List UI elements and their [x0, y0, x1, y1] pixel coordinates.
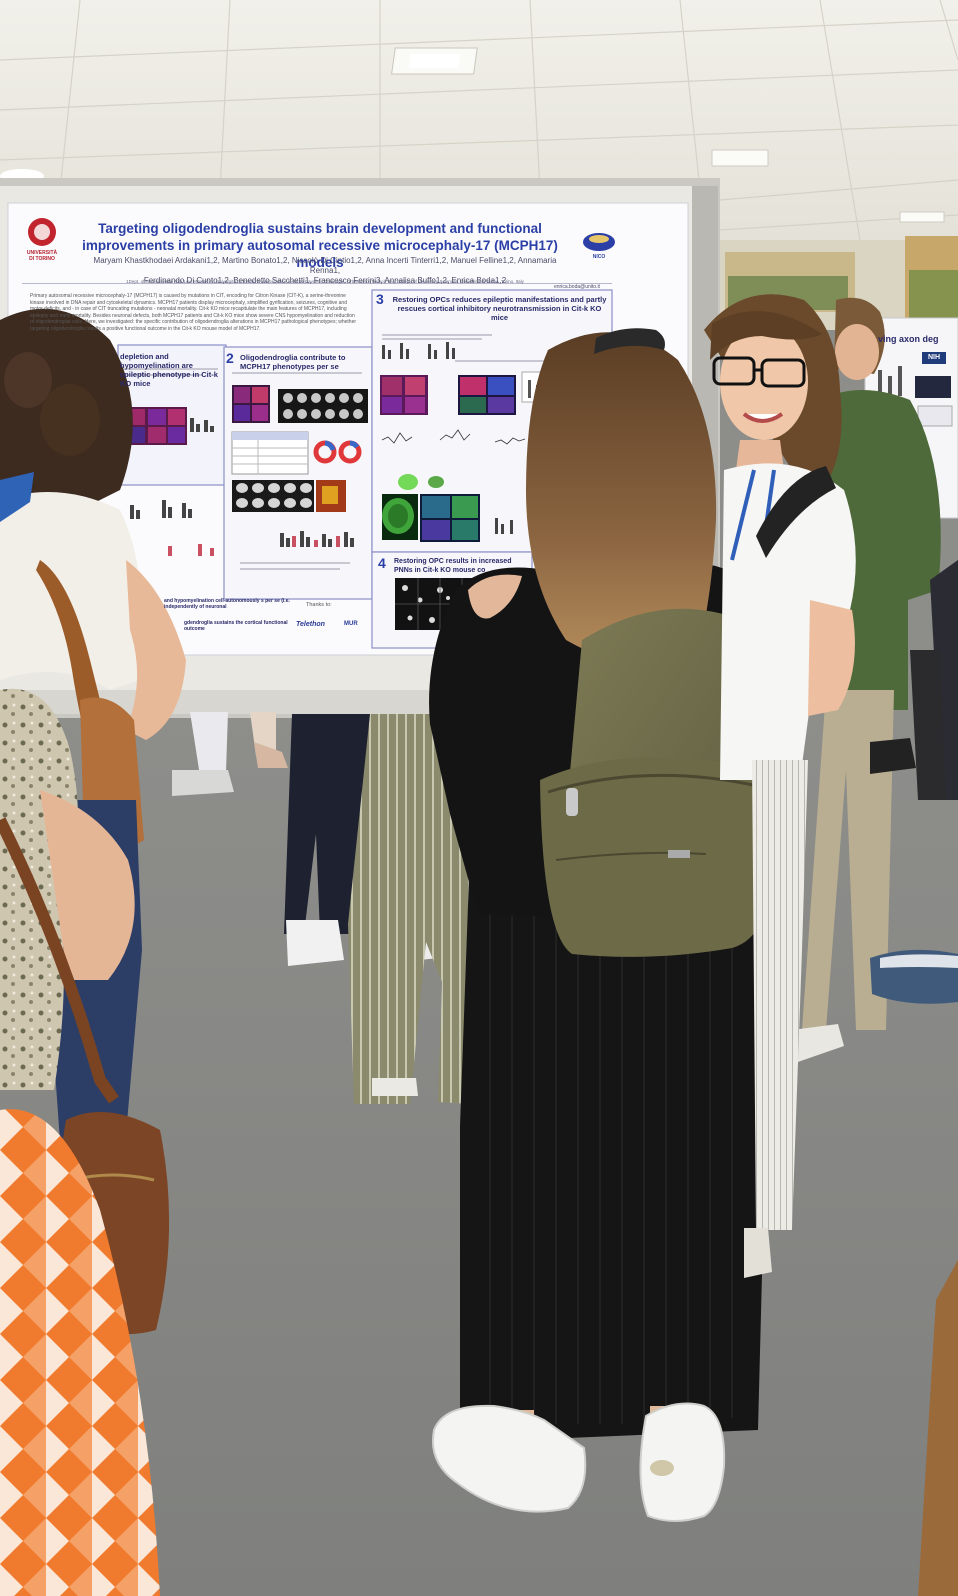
conference-scene [0, 0, 958, 1596]
